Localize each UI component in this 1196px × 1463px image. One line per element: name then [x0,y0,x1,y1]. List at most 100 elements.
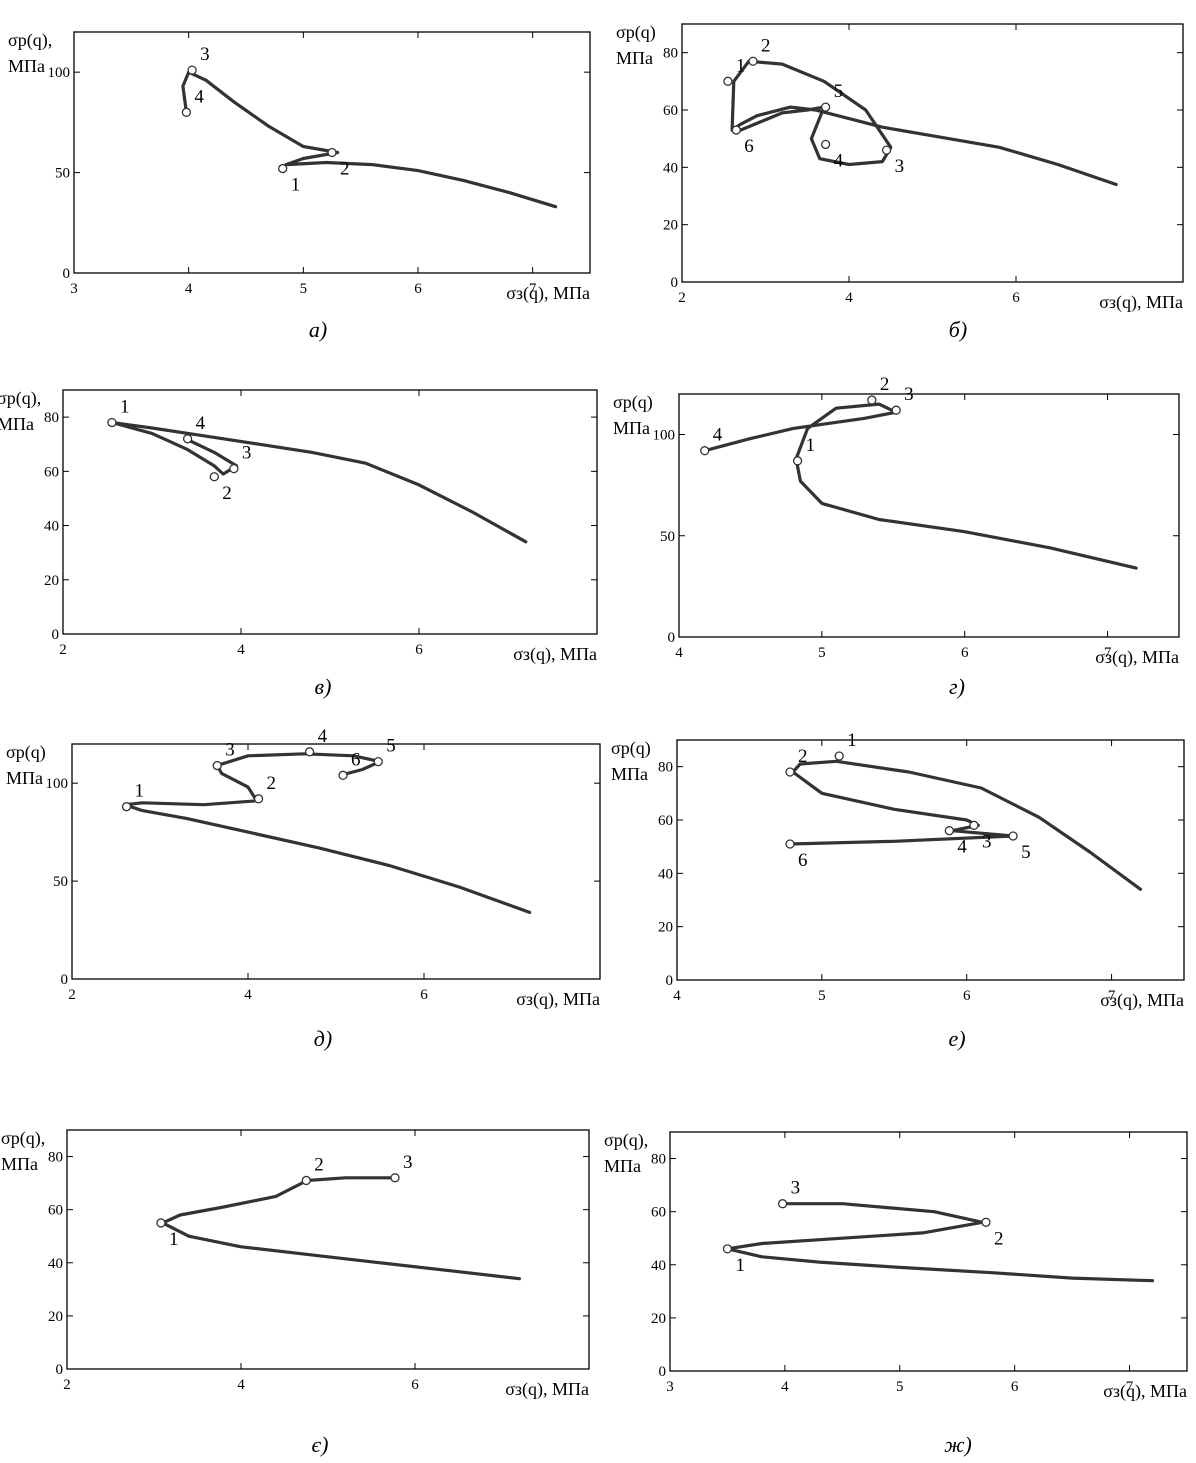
y-tick-label: 60 [44,464,59,480]
x-tick-label: 2 [68,987,76,1003]
point-marker [304,747,315,757]
point-label: 1 [736,55,746,76]
y-tick-label: 40 [44,519,59,535]
plot-frame [73,31,591,274]
plot-frame [669,1131,1188,1372]
x-tick-label: 4 [237,642,245,658]
x-tick-label: 4 [244,987,252,1003]
y-tick-label: 50 [55,166,70,182]
point-label: 1 [735,1255,745,1276]
y-tick-label: 100 [653,428,676,444]
point-label: 5 [834,81,844,102]
y-tick-label: 0 [61,972,69,988]
y-axis-unit: МПа [1,1154,38,1174]
point-marker [156,1218,166,1228]
x-tick-label: 7 [1126,1379,1134,1395]
y-tick-label: 0 [52,627,60,643]
point-marker [731,125,741,135]
y-tick-label: 0 [666,973,674,989]
x-tick-label: 4 [185,281,193,297]
point-label: 3 [791,1178,801,1199]
x-axis-label: σз(q), МПа [505,1379,589,1400]
x-tick-label: 5 [818,645,826,661]
x-tick-label: 3 [666,1379,674,1395]
y-tick-label: 60 [663,103,678,119]
plot-frame [676,739,1185,981]
point-marker [785,839,795,849]
panel-caption: д) [314,1026,332,1051]
x-tick-label: 2 [59,642,67,658]
x-axis-label: σз(q), МПа [1095,647,1179,668]
point-label: 4 [318,726,328,747]
point-label: 4 [194,86,204,107]
point-label: 4 [196,413,206,434]
x-tick-label: 6 [963,988,971,1004]
x-tick-label: 6 [411,1377,419,1393]
point-marker [209,472,219,482]
panel-caption: б) [949,317,967,342]
y-tick-label: 0 [668,630,676,646]
x-tick-label: 6 [1011,1379,1019,1395]
point-label: 5 [386,736,396,757]
y-tick-label: 80 [44,410,59,426]
y-tick-label: 0 [659,1364,667,1380]
y-tick-label: 20 [658,920,673,936]
point-marker [777,1199,788,1209]
x-tick-label: 2 [678,290,686,306]
y-tick-label: 60 [658,813,673,829]
y-tick-label: 50 [660,529,675,545]
y-axis-unit: МПа [0,414,34,434]
x-tick-label: 4 [237,1377,245,1393]
point-label: 2 [267,773,277,794]
point-marker [181,107,192,117]
point-label: 4 [957,837,967,858]
point-marker [981,1217,991,1227]
x-axis-label: σз(q), МПа [1099,292,1183,313]
y-tick-label: 60 [48,1203,63,1219]
y-axis-unit: МПа [611,764,648,784]
y-axis-unit: МПа [6,768,43,788]
point-label: 3 [904,384,914,405]
point-marker [785,767,795,777]
point-marker [881,145,892,155]
y-tick-label: 80 [48,1150,63,1166]
series-line [123,752,532,915]
y-tick-label: 20 [651,1311,666,1327]
panel-caption: є) [312,1432,329,1457]
y-axis-unit: МПа [616,48,653,68]
point-marker [278,163,288,174]
y-axis-label: σр(q), [8,30,52,51]
point-marker [182,434,193,444]
x-tick-label: 4 [675,645,683,661]
point-label: 1 [847,730,857,751]
point-label: 3 [200,44,210,65]
series-line [703,402,1138,570]
y-tick-label: 60 [651,1205,666,1221]
y-tick-label: 20 [44,573,59,589]
point-label: 5 [1021,842,1031,863]
point-label: 2 [880,374,890,395]
point-marker [700,446,710,456]
x-axis-label: σз(q), МПа [1100,990,1184,1011]
y-tick-label: 40 [48,1256,63,1272]
series-line [788,759,1143,891]
point-marker [390,1173,400,1183]
x-tick-label: 7 [1104,645,1112,661]
point-marker [327,147,337,158]
point-label: 6 [798,850,808,871]
panel-caption: е) [948,1026,965,1051]
y-axis-unit: МПа [613,418,650,438]
y-tick-label: 0 [56,1362,64,1378]
x-axis-label: σз(q), МПа [513,644,597,665]
y-tick-label: 40 [651,1258,666,1274]
point-marker [107,417,117,428]
series-line [181,70,558,209]
y-tick-label: 50 [53,874,68,890]
y-tick-label: 40 [663,160,678,176]
panel-caption: г) [949,674,965,699]
y-tick-label: 20 [663,218,678,234]
point-marker [723,76,733,86]
point-label: 1 [169,1229,179,1250]
